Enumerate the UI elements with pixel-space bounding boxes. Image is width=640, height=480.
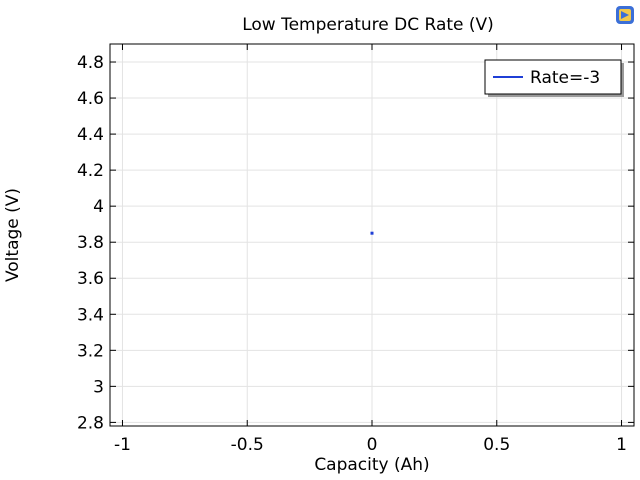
data-series [370, 231, 374, 235]
y-tick-label: 2.8 [77, 413, 104, 433]
x-tick-label: 1 [616, 435, 627, 455]
y-tick-label: 4.4 [77, 125, 104, 145]
x-tick-label: 0 [367, 435, 378, 455]
y-tick-label: 4 [93, 197, 104, 217]
data-point [370, 231, 374, 235]
y-tick-label: 3 [93, 377, 104, 397]
y-tick-label: 4.8 [77, 53, 104, 73]
plot-frame [109, 43, 635, 427]
y-tick-label: 3.6 [77, 269, 104, 289]
y-axis-label: Voltage (V) [3, 188, 23, 282]
axis-ticks: -1 -0.5 0 0.5 1 2.8 3 3.2 3.4 3.6 3.8 4 4.2 4.4 4.6 4.8 [77, 44, 634, 455]
y-tick-label: 4.6 [77, 89, 104, 109]
icon-arrow [621, 11, 629, 19]
y-tick-label: 4.2 [77, 161, 104, 181]
legend: Rate=-3 [484, 59, 624, 97]
x-tick-label: -0.5 [231, 435, 264, 455]
legend-box [484, 59, 622, 95]
comsol-plot-icon[interactable] [616, 6, 634, 24]
x-axis-label: Capacity (Ah) [314, 455, 429, 475]
y-tick-label: 3.8 [77, 233, 104, 253]
y-tick-label: 3.2 [77, 341, 104, 361]
chart-title: Low Temperature DC Rate (V) [242, 15, 494, 35]
x-tick-label: -1 [114, 435, 131, 455]
y-tick-label: 3.4 [77, 305, 104, 325]
x-tick-label: 0.5 [483, 435, 510, 455]
legend-label-rate-3: Rate=-3 [530, 68, 600, 88]
